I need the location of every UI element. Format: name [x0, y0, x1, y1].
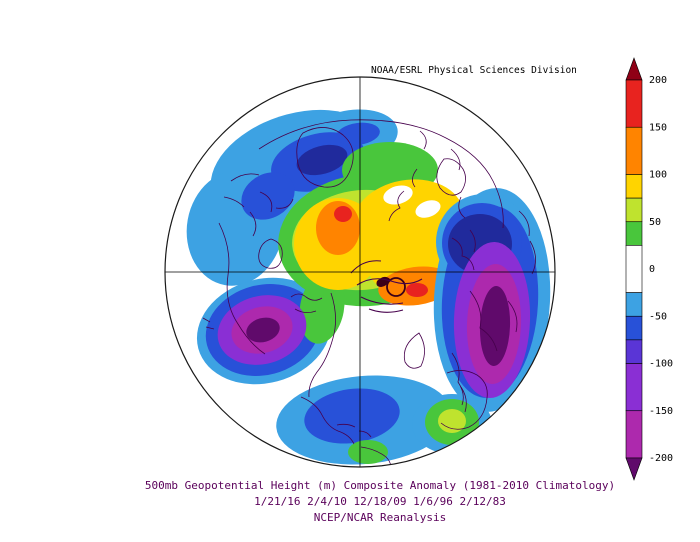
colorbar-tick-label: 150 [649, 122, 667, 133]
colorbar-segment [625, 292, 643, 317]
anomaly-blob [438, 409, 466, 433]
map-circle-outline [164, 76, 556, 468]
negative-anomaly-lowerleft [217, 295, 307, 365]
anomaly-blob [383, 185, 413, 205]
plot-title: NOAA/ESRL Physical Sciences Division [371, 65, 577, 76]
anomaly-blob [348, 440, 388, 464]
caption-block: 500mb Geopotential Height (m) Composite … [0, 478, 700, 526]
coastline-islands-left [202, 317, 215, 330]
coastline-na-west [218, 222, 266, 355]
colorbar-segment [625, 126, 643, 175]
colorbar-segment [625, 315, 643, 341]
contour-ring [386, 277, 406, 297]
coastline-india [403, 332, 425, 369]
coastline-europe [388, 168, 418, 222]
caption-dates: 1/21/16 2/4/10 12/18/09 1/6/96 2/12/83 [254, 495, 506, 508]
coastline-bering [518, 210, 536, 275]
colorbar-segment [625, 221, 643, 246]
coastline-eurasia-arctic [258, 119, 504, 229]
coastline-na-east [308, 292, 336, 398]
colorbar-segment [625, 79, 643, 128]
right-darkpurple-core [479, 286, 511, 366]
positive-anomaly-red [334, 206, 428, 297]
anomaly-blob [304, 388, 400, 444]
anomaly-field [165, 77, 555, 467]
coastline-alaska [223, 173, 260, 208]
colorbar-segment [625, 245, 643, 293]
colorbar-tick-label: 50 [649, 217, 661, 228]
coastline-arctic-canada [249, 191, 294, 237]
coastline-arctic-islands [419, 130, 461, 171]
colorbar-tick-label: 100 [649, 170, 667, 181]
anomaly-blob [296, 144, 348, 176]
colorbar-segment [625, 410, 643, 459]
caption-source: NCEP/NCAR Reanalysis [313, 511, 447, 524]
colorbar-tick-label: -50 [649, 311, 667, 322]
colorbar-tick-label: -200 [649, 453, 673, 464]
colorbar: 200 150 100 50 0 -50 -100 -150 -200 [625, 57, 673, 481]
terrain-contours-tibet [350, 260, 423, 313]
coastline-great-lakes [290, 293, 323, 313]
anomaly-blob [406, 283, 428, 297]
anomaly-blob [415, 200, 441, 218]
negative-anomaly-core-greenland [296, 144, 348, 176]
colorbar-tick-labels: 200 150 100 50 0 -50 -100 -150 -200 [649, 75, 673, 464]
coastline-mexico [300, 396, 355, 445]
coastline-africa-arabia [440, 370, 488, 430]
colorbar-tick-label: -150 [649, 406, 673, 417]
coastline-greenland [296, 127, 354, 188]
anomaly-blob [334, 206, 352, 222]
colorbar-segments [625, 79, 643, 459]
colorbar-tick-label: 200 [649, 75, 667, 86]
coastline-scandinavia [436, 158, 466, 219]
colorbar-segment [625, 363, 643, 412]
colorbar-tick-label: -100 [649, 359, 673, 370]
anomaly-blob [299, 272, 345, 344]
colorbar-top-triangle [625, 57, 643, 81]
coastline-hudson-bay [258, 238, 283, 269]
neutral-holes [383, 185, 441, 218]
anomaly-blob [241, 172, 295, 220]
coastlines [202, 119, 536, 467]
reference-crosshair [165, 77, 555, 467]
caption-title: 500mb Geopotential Height (m) Composite … [144, 479, 616, 492]
ll-darkpurple-core [246, 317, 280, 343]
colorbar-segment [625, 197, 643, 223]
coastline-east-asia [469, 290, 518, 352]
negative-anomaly-right [433, 188, 551, 412]
colorbar-segment [625, 339, 643, 364]
coastline-se-asia [451, 352, 464, 406]
colorbar-segment [625, 174, 643, 199]
colorbar-bottom-triangle [625, 457, 643, 481]
colorbar-tick-label: 0 [649, 264, 655, 275]
coastline-caspian [451, 229, 476, 271]
